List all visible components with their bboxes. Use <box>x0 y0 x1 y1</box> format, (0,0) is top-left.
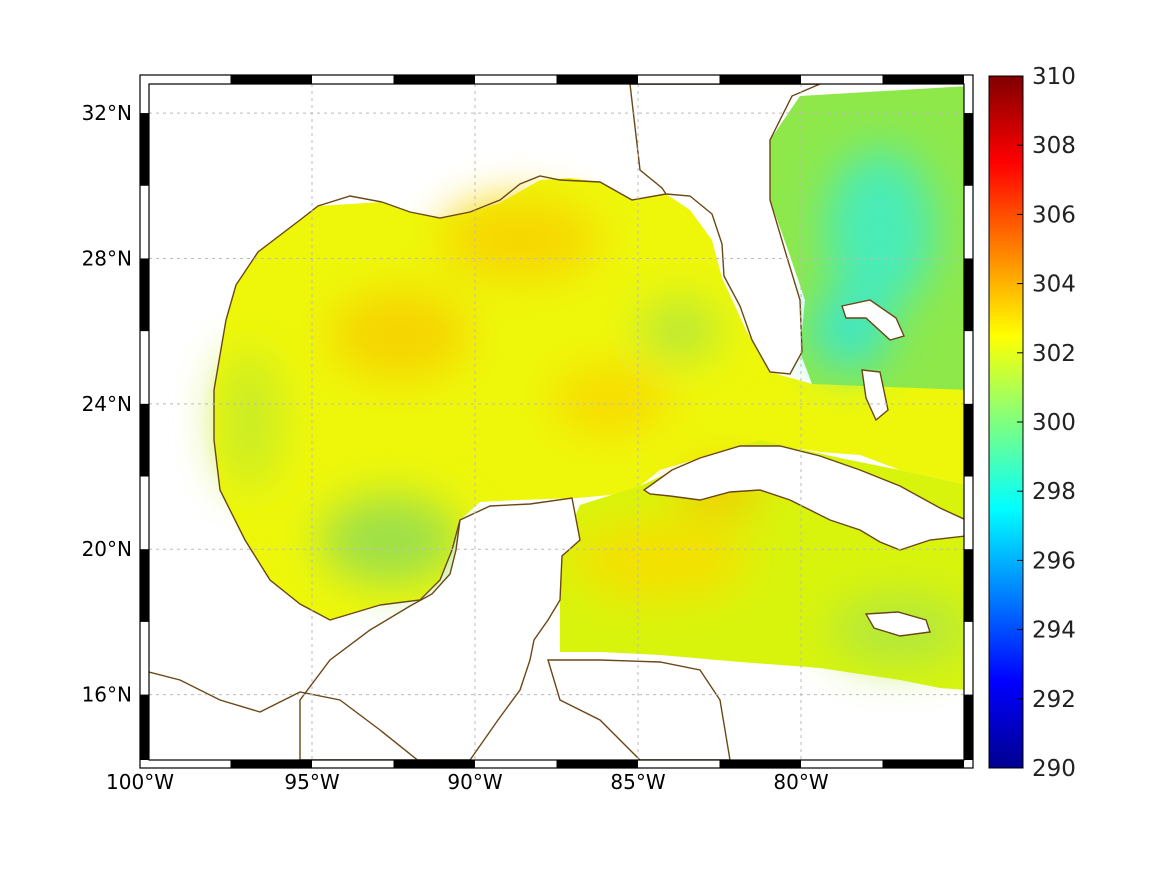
colorbar-tick-label: 290 <box>1032 756 1076 782</box>
frame-segment-left <box>140 258 149 332</box>
frame-segment-right <box>964 403 973 477</box>
frame-segment-bottom <box>230 760 312 768</box>
colorbar-tick-label: 298 <box>1032 479 1076 505</box>
frame-segment-right <box>964 258 973 332</box>
northern-gulf-coastline <box>213 175 667 391</box>
colorbar-tick-label: 292 <box>1032 687 1076 713</box>
lat-tick-label: 32°N <box>82 101 132 125</box>
bahamas-andros-land <box>861 369 889 422</box>
colorbar-tick-label: 302 <box>1032 341 1076 367</box>
cool-bay-of-campeche <box>320 495 460 585</box>
cool-texas-shelf <box>220 350 280 490</box>
frame-segment-top <box>882 75 964 84</box>
colorbar-tick-label: 310 <box>1032 64 1076 90</box>
lon-tick-label: 95°W <box>284 770 339 794</box>
bahamas-abaco-land <box>841 299 905 341</box>
lat-tick-label: 24°N <box>82 392 132 416</box>
colorbar-ticks: 310 308 306 304 302 300 298 296 294 292 290 <box>1017 64 1076 782</box>
cuba-land <box>642 445 964 551</box>
frame-segment-top <box>230 75 312 84</box>
frame-segment-top <box>393 75 475 84</box>
warm-eastern-gulf <box>550 365 670 435</box>
florida-land <box>629 84 821 375</box>
warm-core-central-gulf <box>330 290 470 380</box>
colorbar: 310 308 306 304 302 300 298 296 294 292 290 <box>988 64 1076 782</box>
frame-segment-left <box>140 694 149 760</box>
gulf-coastline <box>213 390 461 621</box>
axis-ticks: 100°W 95°W 90°W 85°W 80°W 32°N 28°N 24°N 20°N 16°… <box>82 101 829 794</box>
land-masses <box>299 84 964 760</box>
frame-segment-right <box>964 113 973 186</box>
cool-florida-west-shelf <box>640 300 720 360</box>
frame-segment-top <box>719 75 801 84</box>
frame-segment-bottom <box>882 760 964 768</box>
colorbar-tick-label: 296 <box>1032 548 1076 574</box>
central-america-land <box>547 659 731 760</box>
colorbar-tick-label: 308 <box>1032 133 1076 159</box>
mexico-pacific-coastline <box>149 671 419 760</box>
frame-segment-top <box>556 75 638 84</box>
frame-segment-bottom <box>393 760 475 768</box>
frame-segment-right <box>964 694 973 760</box>
colorbar-tick-label: 300 <box>1032 410 1076 436</box>
lon-tick-label: 80°W <box>773 770 828 794</box>
frame-segment-left <box>140 549 149 622</box>
lon-tick-label: 100°W <box>106 770 174 794</box>
lat-tick-label: 20°N <box>82 537 132 561</box>
sst-field <box>214 86 964 690</box>
lat-tick-label: 16°N <box>82 683 132 707</box>
colorbar-tick-label: 306 <box>1032 202 1076 228</box>
frame-segment-bottom <box>556 760 638 768</box>
cool-bahamas <box>810 290 890 370</box>
frame-segment-left <box>140 113 149 186</box>
frame-segment-bottom <box>719 760 801 768</box>
lat-tick-label: 28°N <box>82 246 132 270</box>
lon-tick-label: 90°W <box>447 770 502 794</box>
colorbar-tick-label: 294 <box>1032 618 1076 644</box>
jamaica-land <box>864 611 931 637</box>
frame-segment-right <box>964 549 973 622</box>
map-frame <box>139 74 974 769</box>
lon-tick-label: 85°W <box>610 770 665 794</box>
coastlines <box>149 175 667 760</box>
colorbar-tick-label: 304 <box>1032 272 1076 298</box>
frame-segment-left <box>140 403 149 477</box>
warm-caribbean-center <box>570 520 750 600</box>
warm-northern-gulf <box>440 200 600 280</box>
cool-atlantic-shelf <box>825 150 935 310</box>
yucatan-land <box>299 497 581 760</box>
